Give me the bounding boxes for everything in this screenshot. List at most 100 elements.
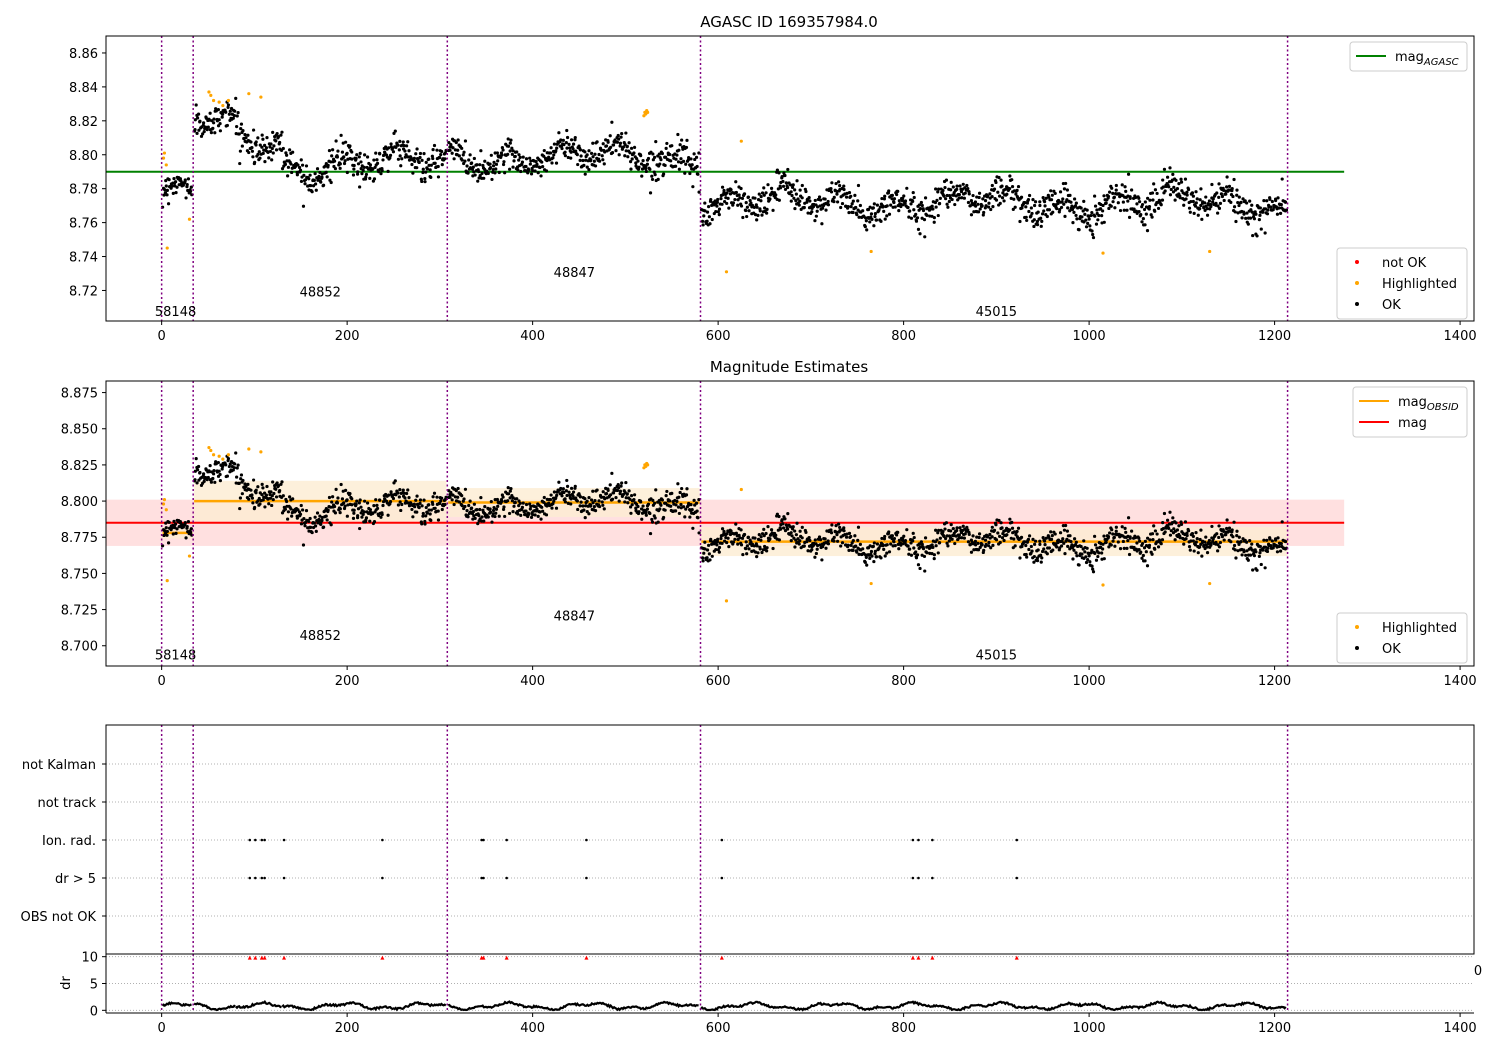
ok-point [478, 507, 482, 512]
ok-point [567, 490, 571, 494]
ok-point [1185, 190, 1189, 194]
ok-point [693, 157, 697, 162]
ok-point [447, 140, 451, 145]
ok-point [850, 202, 854, 206]
ok-point [826, 542, 831, 546]
ok-point [1043, 204, 1047, 208]
ok-point [472, 170, 476, 174]
ok-point [550, 506, 554, 510]
ok-point [758, 547, 762, 551]
ok-point [766, 183, 770, 187]
ok-point [925, 551, 929, 555]
ok-point [496, 159, 500, 163]
ok-point [1145, 564, 1150, 568]
ok-point [856, 538, 860, 542]
legend-label-subscript: OBSID [1427, 402, 1459, 413]
ok-point [301, 204, 306, 208]
panel-magnitude-estimates: Magnitude Estimates 58148488524884745015… [61, 358, 1477, 689]
ok-point [1029, 214, 1033, 218]
ok-point [977, 195, 981, 200]
ok-point [476, 179, 480, 183]
ok-point [550, 161, 554, 165]
ok-point [1095, 546, 1099, 550]
ok-point [857, 552, 861, 556]
ok-point [875, 542, 880, 546]
ok-point [232, 466, 237, 470]
ok-point [1025, 555, 1029, 559]
ok-point [565, 484, 570, 488]
highlighted-point [739, 139, 743, 143]
ok-point [968, 542, 972, 547]
ok-point [1198, 545, 1202, 549]
ok-point [481, 163, 485, 168]
ok-point [652, 155, 657, 159]
ok-point [413, 159, 417, 163]
ok-point [1041, 195, 1045, 200]
ok-point [974, 543, 978, 547]
ok-point [1274, 538, 1278, 542]
ok-point [1233, 548, 1237, 552]
ok-point [533, 169, 537, 173]
ok-point [1033, 539, 1038, 543]
agasc-scatter-points [160, 90, 1289, 274]
ok-point [766, 524, 770, 529]
ok-point [1013, 544, 1017, 548]
ok-point [753, 196, 757, 200]
ok-point [457, 500, 461, 504]
ok-point [798, 529, 802, 533]
ok-point [240, 144, 244, 148]
ok-point [637, 510, 641, 514]
ok-point [1270, 199, 1274, 204]
ok-point [937, 528, 941, 532]
ok-point [817, 195, 822, 199]
flag-point [931, 838, 934, 842]
ok-point [737, 533, 741, 537]
ok-point [1237, 535, 1241, 539]
ok-point [903, 199, 908, 203]
ok-point [781, 184, 786, 188]
ok-point [1235, 529, 1239, 533]
ok-point [456, 148, 460, 152]
ok-point [290, 170, 294, 175]
ok-point [330, 154, 334, 158]
ok-point [798, 539, 802, 543]
ok-point [608, 134, 612, 138]
ok-point [1266, 546, 1270, 550]
ok-point [604, 491, 609, 496]
ok-point [617, 486, 621, 490]
ok-point [726, 196, 730, 200]
ok-point [1192, 549, 1196, 553]
ok-point [365, 501, 370, 505]
ok-point [372, 503, 376, 508]
ok-point [276, 135, 281, 139]
ok-point [318, 514, 322, 518]
ok-point [494, 167, 498, 171]
ok-point [651, 498, 655, 502]
ok-point [235, 114, 239, 118]
ok-point [463, 159, 467, 163]
ok-point [1112, 195, 1116, 199]
ok-point [420, 179, 424, 184]
obsid-label: 45015 [976, 305, 1017, 320]
ok-point [826, 199, 830, 204]
ok-point [1093, 543, 1098, 547]
ok-point [1177, 182, 1181, 186]
ok-point [201, 123, 205, 127]
ok-point [747, 209, 751, 213]
ok-point [1280, 520, 1284, 524]
ok-point [1187, 206, 1192, 210]
ok-point [1245, 540, 1249, 544]
ok-point [189, 527, 193, 531]
ok-point [521, 501, 525, 505]
ok-point [268, 145, 272, 149]
ok-point [618, 141, 623, 145]
ok-point [493, 171, 497, 175]
ok-point [1094, 222, 1099, 226]
ok-point [768, 197, 772, 201]
ok-point [1214, 540, 1218, 545]
ok-point [332, 159, 337, 163]
ok-point [1215, 532, 1219, 536]
ok-point [269, 490, 273, 494]
highlighted-point [207, 445, 211, 450]
ok-point [1102, 557, 1106, 561]
